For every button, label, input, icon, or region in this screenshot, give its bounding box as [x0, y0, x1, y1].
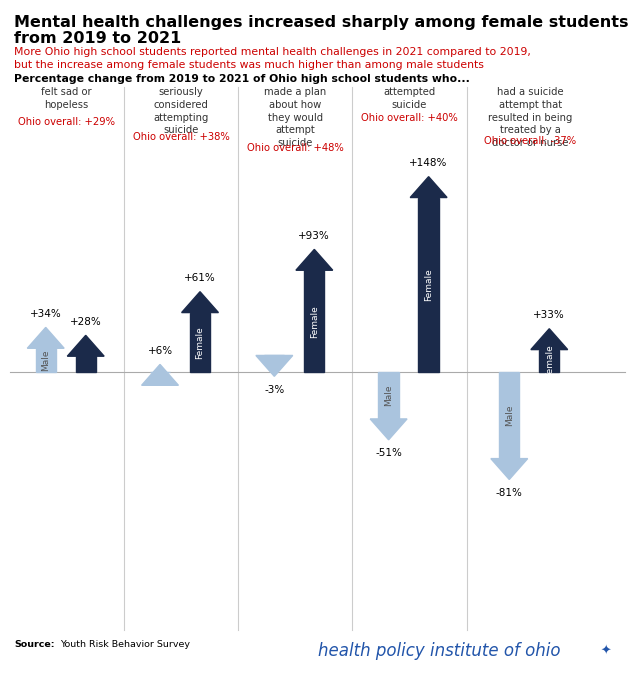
Text: +28%: +28% [70, 317, 102, 327]
Text: but the increase among female students was much higher than among male students: but the increase among female students w… [14, 60, 484, 70]
Text: +6%: +6% [147, 346, 173, 356]
Text: Male: Male [384, 385, 393, 406]
Text: Source:: Source: [14, 640, 55, 649]
Text: health policy institute of ohio: health policy institute of ohio [318, 642, 560, 660]
Text: from 2019 to 2021: from 2019 to 2021 [14, 31, 181, 46]
Text: Female: Female [310, 305, 319, 338]
Text: More Ohio high school students reported mental health challenges in 2021 compare: More Ohio high school students reported … [14, 47, 531, 57]
Text: Ohio overall: -37%: Ohio overall: -37% [484, 136, 577, 145]
Text: +33%: +33% [533, 310, 565, 320]
Text: Ohio overall: +48%: Ohio overall: +48% [247, 143, 344, 152]
Text: attempted
suicide: attempted suicide [384, 87, 436, 110]
Text: Ohio overall: +38%: Ohio overall: +38% [133, 132, 229, 142]
Text: Youth Risk Behavior Survey: Youth Risk Behavior Survey [60, 640, 190, 649]
Text: Female: Female [196, 326, 204, 359]
Text: -51%: -51% [375, 448, 402, 458]
Text: Female: Female [424, 269, 433, 301]
Text: Male: Male [41, 349, 50, 371]
Text: +34%: +34% [30, 309, 62, 319]
Text: seriously
considered
attempting
suicide: seriously considered attempting suicide [153, 87, 209, 136]
Text: Mental health challenges increased sharply among female students: Mental health challenges increased sharp… [14, 15, 629, 31]
Text: Percentage change from 2019 to 2021 of Ohio high school students who...: Percentage change from 2019 to 2021 of O… [14, 74, 470, 84]
Text: felt sad or
hopeless: felt sad or hopeless [41, 87, 92, 110]
Text: Ohio overall: +40%: Ohio overall: +40% [361, 113, 458, 122]
Text: ✦: ✦ [601, 644, 612, 658]
Text: -3%: -3% [264, 385, 284, 395]
Text: -81%: -81% [496, 488, 523, 498]
Text: had a suicide
attempt that
resulted in being
treated by a
doctor or nurse: had a suicide attempt that resulted in b… [488, 87, 572, 148]
Text: +93%: +93% [298, 231, 330, 241]
Text: Female: Female [545, 345, 554, 377]
Text: made a plan
about how
they would
attempt
suicide: made a plan about how they would attempt… [264, 87, 326, 148]
Text: Male: Male [505, 405, 514, 426]
Text: +148%: +148% [410, 158, 448, 168]
Text: Ohio overall: +29%: Ohio overall: +29% [18, 117, 115, 127]
Text: +61%: +61% [184, 274, 216, 283]
